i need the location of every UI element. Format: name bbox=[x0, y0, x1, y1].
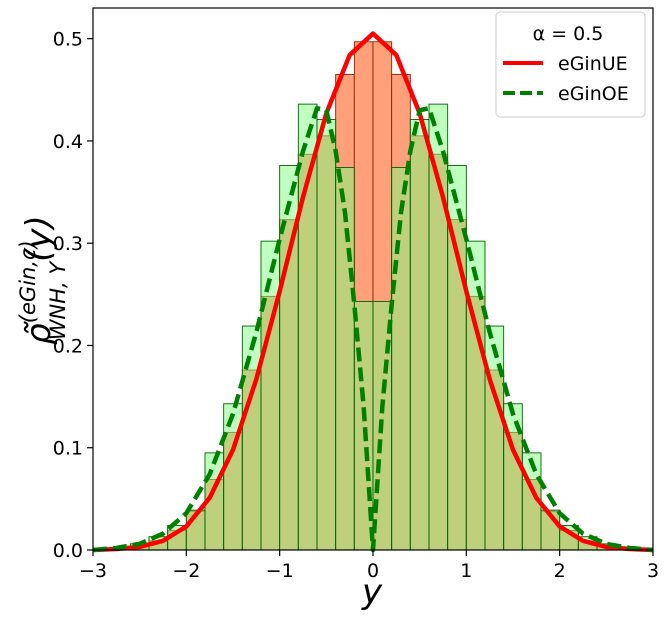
x-axis-label: y bbox=[361, 572, 383, 612]
y-axis-label: ρ̃(eGin,c) WNH, Y(y) bbox=[16, 215, 70, 345]
legend: α = 0.5 eGinUE eGinOE bbox=[495, 11, 646, 118]
histogram-bar bbox=[241, 325, 262, 551]
x-tick-label: −3 bbox=[79, 560, 107, 582]
x-tick-label: −1 bbox=[266, 560, 294, 582]
legend-label-eginue: eGinUE bbox=[558, 53, 628, 75]
x-tick-label: 0 bbox=[367, 560, 379, 582]
histogram-bar bbox=[335, 167, 355, 551]
curve-eginue bbox=[92, 31, 654, 553]
y-axis-label-symbol: ρ̃ bbox=[19, 320, 59, 345]
x-tick-label: 2 bbox=[554, 560, 566, 582]
y-tick-label: 0.2 bbox=[53, 335, 83, 357]
legend-title: α = 0.5 bbox=[533, 23, 604, 45]
histogram-bar bbox=[428, 103, 449, 551]
histogram-bar bbox=[409, 119, 430, 551]
histogram-bar bbox=[260, 240, 281, 551]
legend-label-eginoe: eGinOE bbox=[558, 83, 629, 105]
legend-box bbox=[495, 11, 646, 118]
y-axis-label-superscript: (eGin,c) bbox=[16, 240, 40, 323]
y-axis-label-subscript: WNH, Y bbox=[46, 260, 70, 341]
y-tick-label: 0.3 bbox=[53, 233, 83, 255]
histogram-bar bbox=[316, 119, 337, 551]
histogram-bar bbox=[465, 240, 486, 551]
y-tick-label: 0.5 bbox=[53, 29, 83, 51]
x-tick-label: −2 bbox=[172, 560, 200, 582]
x-tick-label: 1 bbox=[460, 560, 472, 582]
y-tick-label: 0.0 bbox=[53, 540, 83, 562]
histogram-bar bbox=[484, 325, 505, 551]
histogram-bar bbox=[297, 103, 318, 551]
histogram-layer bbox=[92, 41, 654, 551]
y-axis-label-argument: (y) bbox=[19, 215, 59, 262]
tick-layer: −3 −2 −1 0 1 2 3 0.0 0.1 0.2 0.3 0.4 0.5 bbox=[53, 29, 659, 582]
x-tick-label: 3 bbox=[647, 560, 659, 582]
y-tick-label: 0.4 bbox=[53, 131, 83, 153]
y-tick-label: 0.1 bbox=[53, 438, 83, 460]
svg-text:ρ̃(eGin,c)WNH, Y(y): ρ̃(eGin,c) WNH, Y(y) bbox=[16, 215, 70, 345]
